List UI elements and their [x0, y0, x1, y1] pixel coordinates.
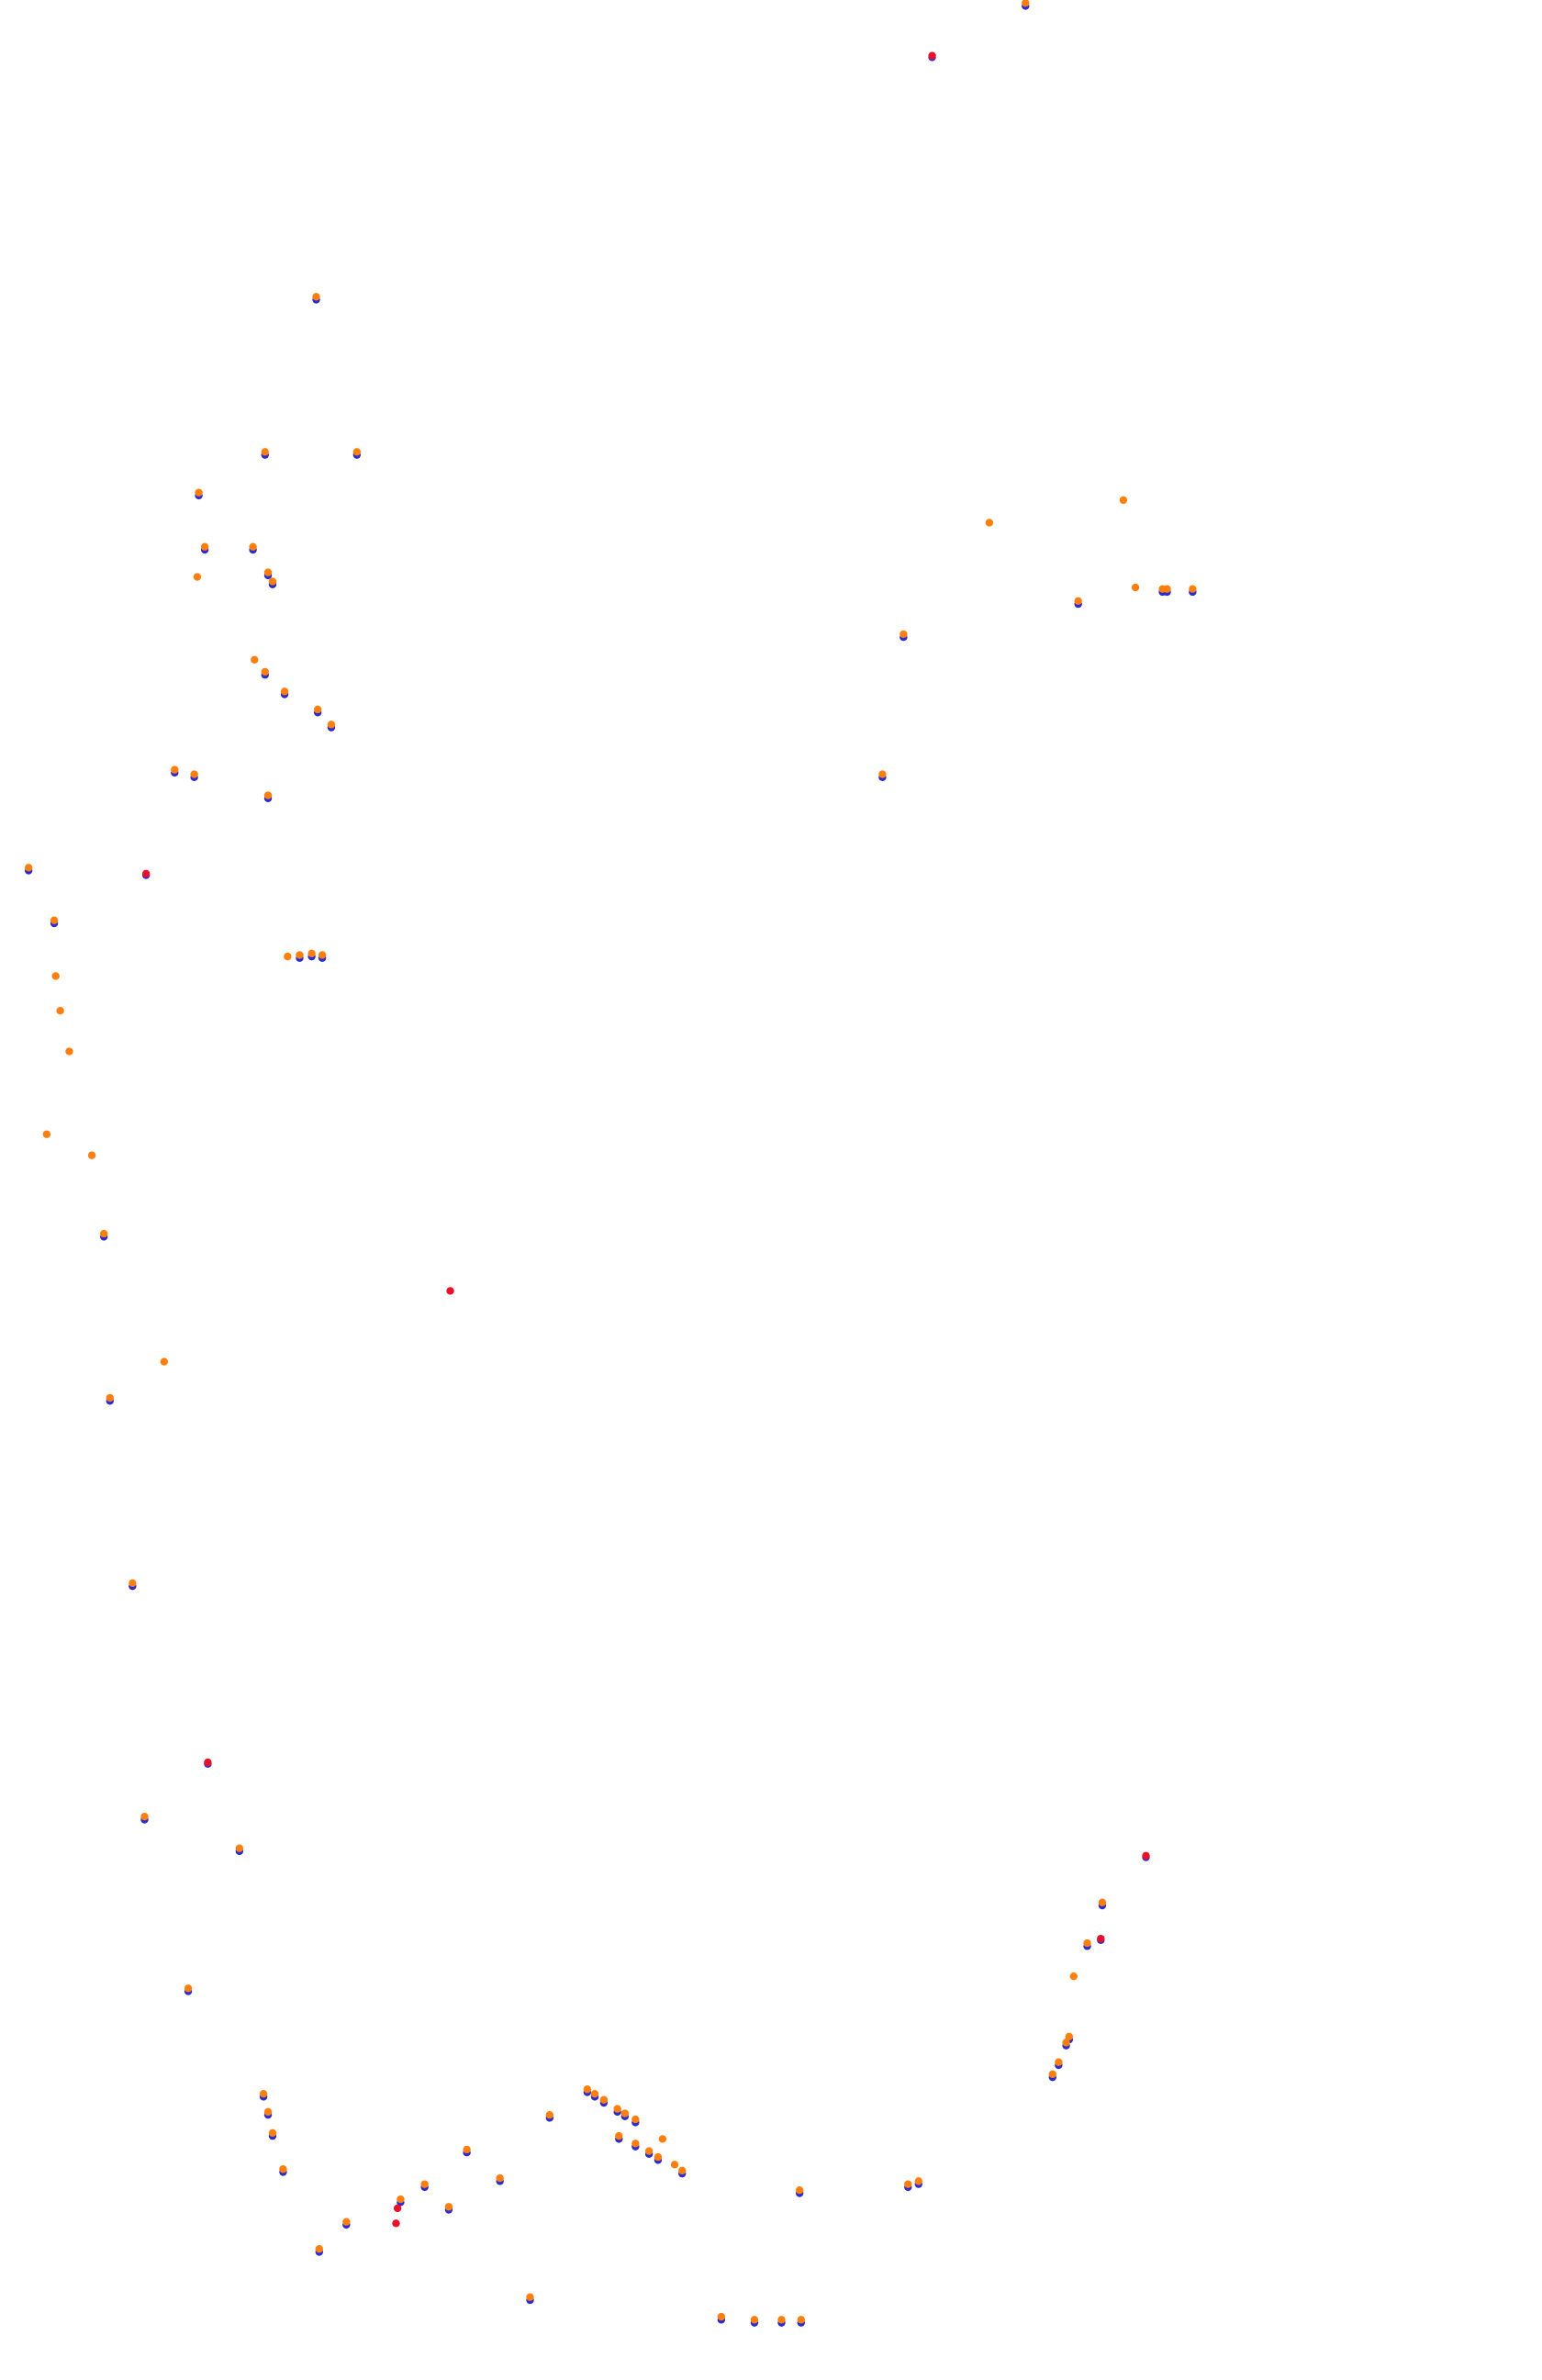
point — [670, 2161, 679, 2169]
point — [249, 542, 257, 551]
point — [613, 2105, 621, 2113]
point — [263, 2107, 273, 2117]
point — [50, 916, 59, 924]
point — [56, 1007, 64, 1015]
point — [193, 573, 202, 581]
point — [100, 1229, 108, 1238]
point — [985, 519, 994, 527]
point — [1065, 2032, 1074, 2041]
point — [878, 770, 887, 778]
point — [313, 705, 322, 714]
point — [1097, 1934, 1105, 1943]
point — [904, 2180, 912, 2188]
point — [631, 2115, 640, 2124]
point — [900, 630, 908, 639]
point — [1142, 1851, 1150, 1860]
point — [284, 952, 292, 961]
point — [717, 2312, 726, 2321]
point — [307, 949, 316, 958]
point — [615, 2131, 623, 2140]
point — [644, 2147, 654, 2155]
point — [195, 488, 203, 497]
point — [279, 2165, 287, 2173]
point — [261, 667, 269, 676]
point — [392, 2219, 400, 2228]
point — [420, 2180, 429, 2188]
point — [51, 972, 60, 980]
point — [342, 2218, 351, 2226]
point — [315, 2245, 324, 2253]
point — [352, 448, 362, 456]
point — [631, 2140, 640, 2148]
point — [1074, 597, 1082, 606]
point — [204, 1758, 212, 1767]
point — [777, 2316, 786, 2324]
point — [296, 951, 304, 959]
point — [280, 687, 289, 696]
point — [914, 2177, 922, 2185]
point — [184, 1984, 193, 1993]
point — [1098, 1898, 1107, 1906]
point — [446, 1287, 454, 1295]
point — [87, 1151, 96, 1159]
point — [1062, 2039, 1070, 2047]
point — [463, 2145, 471, 2154]
point — [599, 2095, 609, 2104]
point — [65, 1047, 73, 1056]
point — [1083, 1939, 1091, 1948]
point — [1119, 496, 1128, 505]
point — [128, 1579, 137, 1588]
point — [496, 2173, 504, 2183]
point — [590, 2089, 599, 2098]
point — [1131, 583, 1140, 592]
point — [1163, 585, 1171, 593]
point — [106, 1393, 114, 1402]
point — [397, 2195, 405, 2204]
point — [795, 2186, 804, 2195]
point — [263, 568, 273, 576]
point — [928, 51, 936, 60]
point — [160, 1358, 169, 1366]
point — [583, 2085, 592, 2094]
point — [620, 2109, 630, 2117]
point — [318, 951, 327, 959]
point — [171, 765, 179, 774]
point — [190, 770, 198, 778]
point — [268, 577, 277, 586]
point — [235, 1844, 244, 1852]
point — [327, 721, 336, 729]
point — [24, 864, 33, 872]
point — [797, 2316, 806, 2324]
point — [140, 1813, 149, 1821]
point — [1022, 0, 1030, 7]
point — [1189, 585, 1197, 593]
point — [1069, 1972, 1078, 1981]
point — [654, 2152, 663, 2162]
point — [545, 2110, 554, 2119]
point — [263, 791, 273, 799]
point — [658, 2135, 667, 2143]
point — [1055, 2058, 1063, 2066]
point — [1048, 2070, 1056, 2079]
point — [261, 448, 269, 456]
point — [393, 2204, 402, 2213]
point — [141, 869, 151, 878]
point — [200, 542, 209, 551]
point — [678, 2166, 687, 2175]
point — [251, 655, 259, 665]
point — [312, 293, 320, 301]
point — [259, 2089, 268, 2098]
point — [444, 2203, 453, 2211]
point — [268, 2129, 277, 2138]
point — [42, 1130, 51, 1138]
point — [526, 2293, 534, 2301]
point — [750, 2316, 759, 2324]
